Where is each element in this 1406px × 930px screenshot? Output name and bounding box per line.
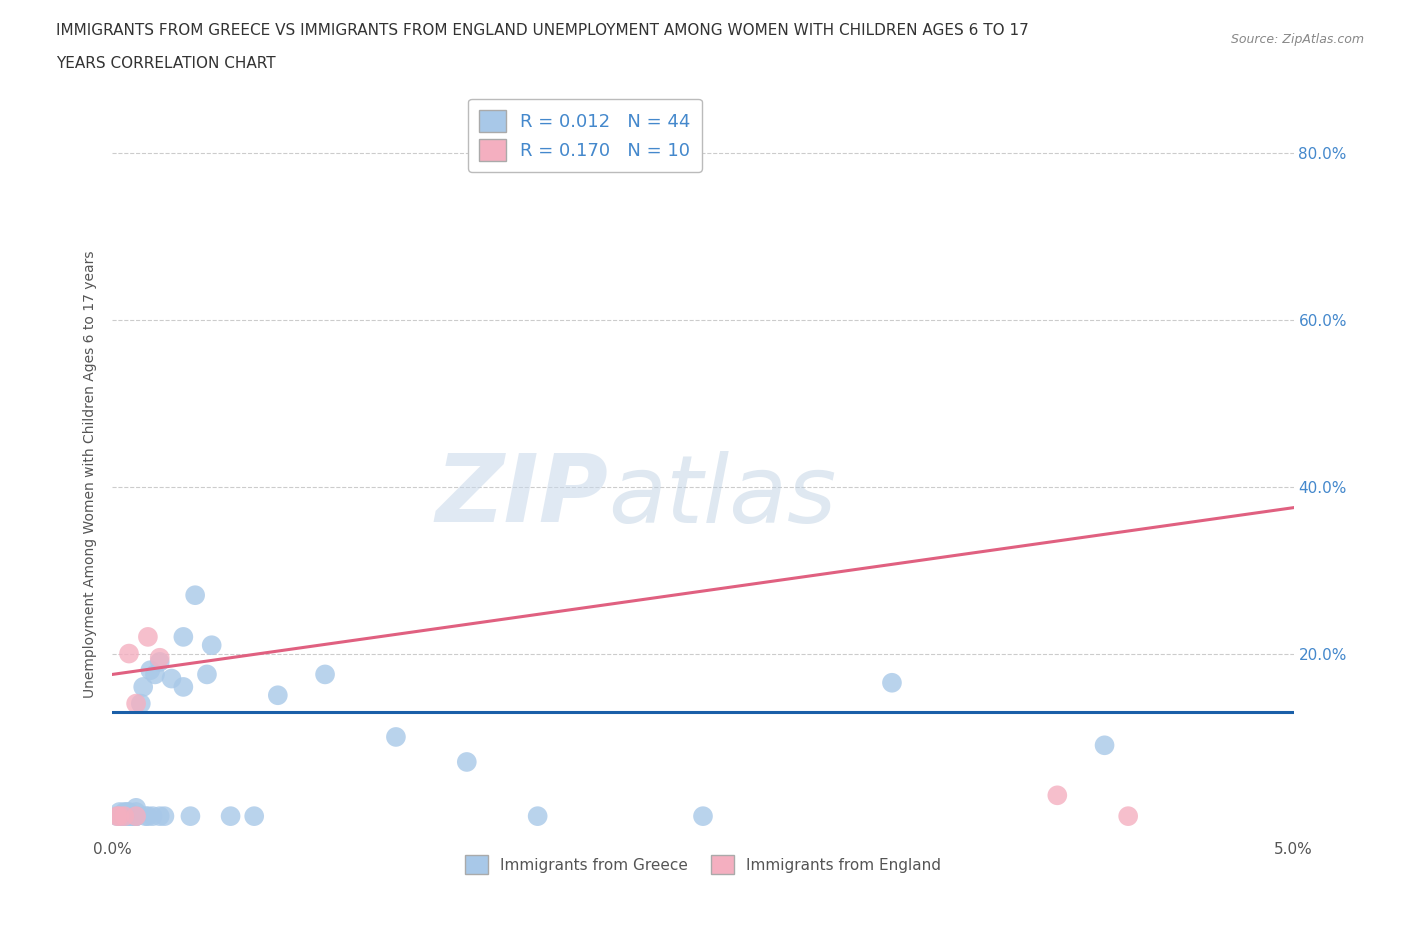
Point: [132, 680, 155, 695]
Point: [108, 809, 131, 824]
Point: [172, 630, 194, 644]
Point: [139, 663, 162, 678]
Point: [115, 809, 138, 824]
Point: [108, 804, 131, 819]
Point: [111, 809, 134, 824]
Point: [142, 809, 165, 824]
Point: [267, 688, 290, 703]
Point: [122, 809, 145, 824]
Point: [385, 729, 408, 744]
Point: [314, 667, 336, 682]
Point: [219, 809, 242, 824]
Point: [112, 809, 135, 824]
Point: [243, 809, 266, 824]
Text: YEARS CORRELATION CHART: YEARS CORRELATION CHART: [56, 56, 276, 71]
Point: [149, 655, 172, 670]
Point: [118, 646, 141, 661]
Point: [526, 809, 548, 824]
Point: [153, 809, 176, 824]
Point: [201, 638, 224, 653]
Point: [172, 680, 194, 695]
Point: [184, 588, 207, 603]
Point: [125, 809, 148, 824]
Text: atlas: atlas: [609, 450, 837, 541]
Legend: Immigrants from Greece, Immigrants from England: Immigrants from Greece, Immigrants from …: [458, 849, 948, 880]
Point: [456, 754, 478, 769]
Point: [1094, 737, 1116, 752]
Point: [160, 671, 183, 686]
Point: [125, 801, 148, 816]
Point: [105, 809, 128, 824]
Point: [118, 804, 141, 819]
Point: [179, 809, 201, 824]
Point: [129, 697, 152, 711]
Point: [120, 809, 142, 824]
Point: [125, 809, 148, 824]
Text: ZIP: ZIP: [436, 450, 609, 542]
Point: [149, 650, 172, 665]
Point: [143, 667, 166, 682]
Point: [118, 809, 141, 824]
Point: [125, 809, 148, 824]
Point: [195, 667, 218, 682]
Point: [880, 675, 903, 690]
Point: [136, 630, 159, 644]
Point: [125, 697, 148, 711]
Text: Source: ZipAtlas.com: Source: ZipAtlas.com: [1230, 33, 1364, 46]
Point: [692, 809, 714, 824]
Point: [149, 809, 172, 824]
Point: [115, 804, 138, 819]
Text: IMMIGRANTS FROM GREECE VS IMMIGRANTS FROM ENGLAND UNEMPLOYMENT AMONG WOMEN WITH : IMMIGRANTS FROM GREECE VS IMMIGRANTS FRO…: [56, 23, 1029, 38]
Point: [136, 809, 159, 824]
Point: [125, 804, 148, 819]
Point: [1046, 788, 1069, 803]
Point: [112, 804, 135, 819]
Point: [112, 809, 135, 824]
Point: [105, 809, 128, 824]
Point: [125, 809, 148, 824]
Point: [135, 809, 157, 824]
Point: [108, 809, 131, 824]
Point: [1116, 809, 1139, 824]
Y-axis label: Unemployment Among Women with Children Ages 6 to 17 years: Unemployment Among Women with Children A…: [83, 250, 97, 698]
